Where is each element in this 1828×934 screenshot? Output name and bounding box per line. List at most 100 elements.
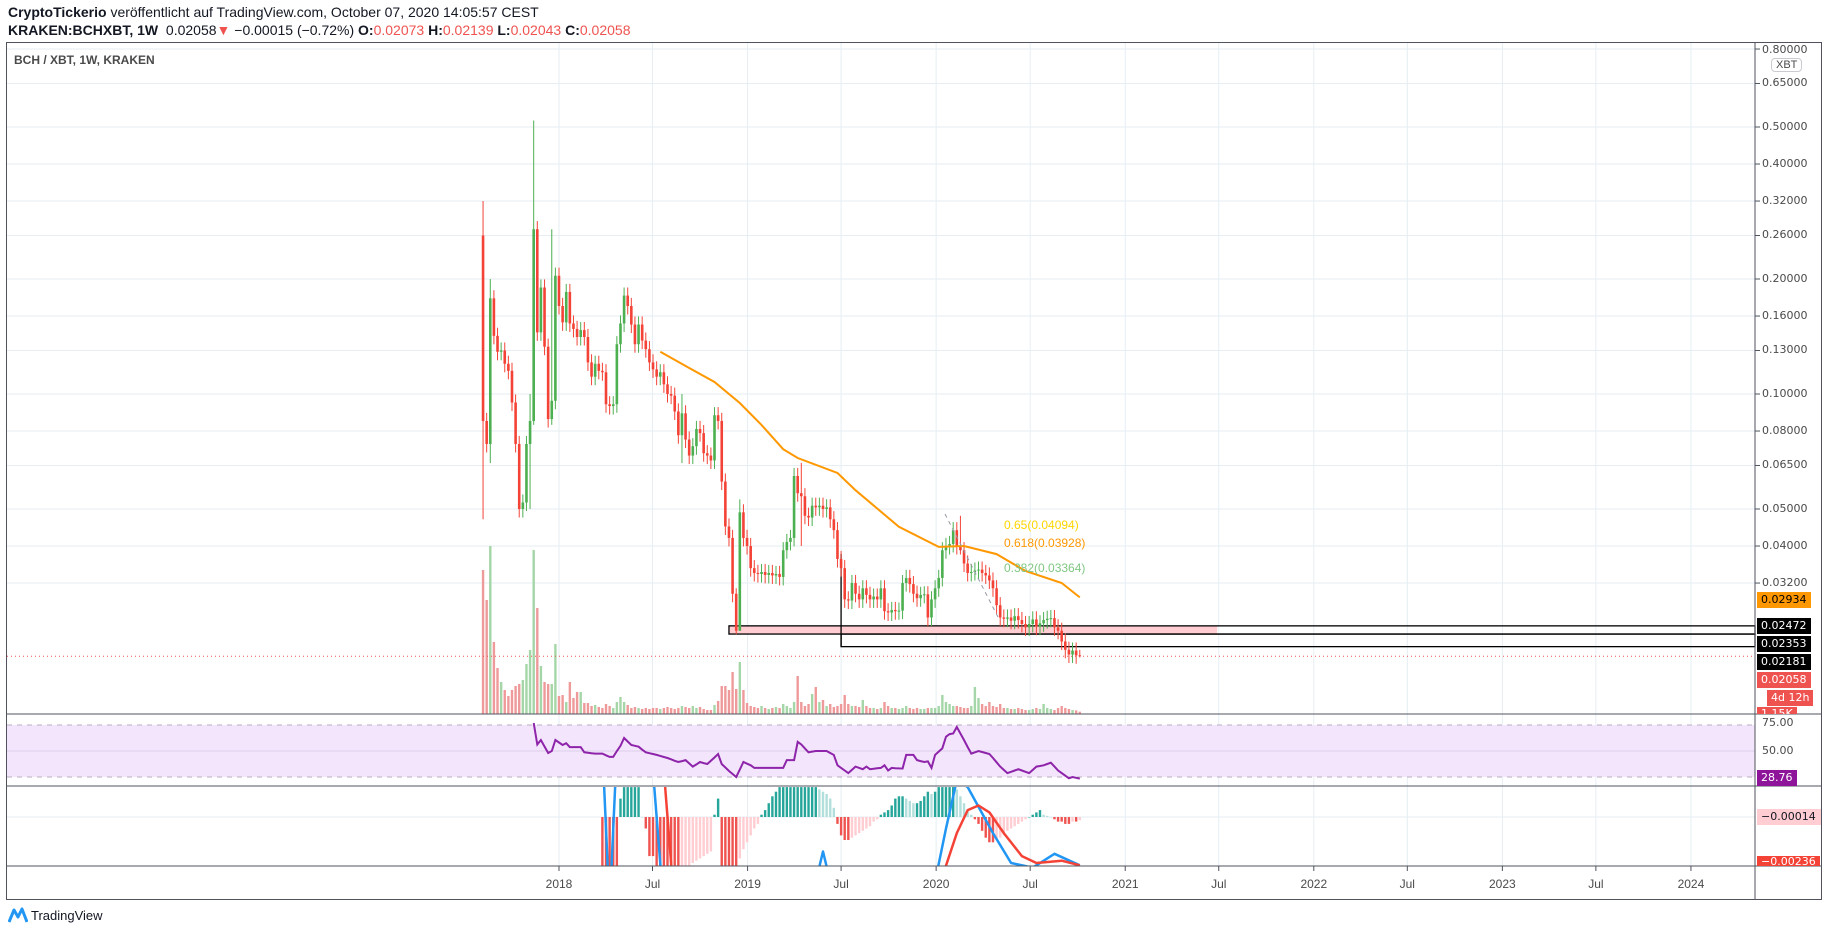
price-tick-label: 0.65000 <box>1762 76 1808 90</box>
candle-body <box>800 493 803 497</box>
volume-bar <box>481 570 485 714</box>
macd-histogram-bar <box>756 817 760 824</box>
volume-bar <box>626 705 629 714</box>
macd-histogram-bar <box>800 787 803 817</box>
macd-histogram-bar <box>908 800 911 817</box>
candle-body <box>525 443 528 503</box>
volume-bar <box>644 708 647 714</box>
volume-bar <box>1038 709 1042 714</box>
candle-body <box>890 610 894 613</box>
macd-histogram-bar <box>980 817 984 831</box>
volume-bar <box>912 709 915 714</box>
macd-histogram-bar <box>948 787 951 817</box>
volume-bar <box>977 698 980 714</box>
volume-bar <box>1020 709 1024 714</box>
volume-bar <box>745 703 749 714</box>
macd-histogram-bar <box>659 817 662 866</box>
candle-body <box>1056 627 1060 631</box>
volume-bar <box>713 705 716 714</box>
macd-histogram-bar <box>782 787 785 817</box>
volume-bar <box>839 704 843 714</box>
candle-body <box>825 507 828 509</box>
volume-bar <box>926 708 930 714</box>
candle-body <box>774 573 778 576</box>
volume-bar <box>503 690 506 714</box>
candle-body <box>922 594 926 596</box>
macd-histogram-bar <box>720 817 723 866</box>
volume-bar <box>753 707 756 714</box>
volume-bar <box>1053 710 1056 714</box>
volume-bar <box>659 709 662 714</box>
candle-body <box>749 546 752 569</box>
high-value: 0.02139 <box>442 22 494 38</box>
candle-body <box>796 476 799 494</box>
volume-bar <box>489 546 492 714</box>
high-label: H: <box>428 22 443 38</box>
volume-bar <box>492 642 496 714</box>
macd-histogram-bar <box>930 794 933 817</box>
volume-bar <box>691 706 695 714</box>
candle-body <box>988 575 991 581</box>
macd-histogram-bar <box>763 810 767 817</box>
fib-trend-line[interactable] <box>944 513 999 618</box>
macd-histogram-bar <box>1013 817 1016 827</box>
time-tick-label: 2020 <box>922 877 950 891</box>
candle-body <box>575 328 579 338</box>
volume-bar <box>821 700 825 714</box>
candle-body <box>763 572 767 575</box>
candle-body <box>951 530 955 544</box>
candle-body <box>894 610 897 612</box>
volume-bar <box>756 708 760 714</box>
candle-body <box>966 563 969 573</box>
time-tick-label: Jul <box>1022 877 1038 891</box>
macd-histogram-bar <box>857 817 861 834</box>
volume-bar <box>525 664 528 714</box>
author-name[interactable]: CryptoTickerio <box>8 4 107 20</box>
chart-frame <box>6 42 1822 900</box>
chart-legend[interactable]: BCH / XBT, 1W, KRAKEN <box>14 53 155 67</box>
volume-bar <box>988 702 991 714</box>
macd-value-badge: −0.00236 <box>1757 856 1820 866</box>
macd-histogram-bar <box>792 787 796 817</box>
candle-body <box>969 572 973 574</box>
macd-histogram-bar <box>713 814 716 817</box>
volume-bar <box>1060 706 1063 714</box>
macd-histogram-bar <box>1074 817 1078 822</box>
volume-bar <box>868 708 872 714</box>
macd-histogram-bar <box>904 798 908 817</box>
candle-body <box>785 541 789 551</box>
volume-bar <box>655 708 658 714</box>
tradingview-footer[interactable]: TradingView <box>8 906 103 924</box>
candle-body <box>1053 618 1056 628</box>
publish-info: CryptoTickerio veröffentlicht auf Tradin… <box>8 4 539 20</box>
macd-histogram-bar <box>1017 817 1020 824</box>
currency-badge[interactable]: XBT <box>1771 58 1803 72</box>
volume-bar <box>1074 710 1078 714</box>
candle-body <box>937 577 941 589</box>
macd-histogram-bar <box>615 817 619 866</box>
price-tick-label: 0.16000 <box>1762 309 1808 323</box>
candle-body <box>767 572 771 575</box>
symbol-label: KRAKEN:BCHXBT, 1W <box>8 22 159 38</box>
volume-bar <box>836 706 839 714</box>
candle-body <box>1002 617 1006 619</box>
time-tick-label: Jul <box>1211 877 1227 891</box>
volume-bar <box>749 706 752 714</box>
macd-histogram-bar <box>1056 817 1060 822</box>
candle-body <box>897 610 901 612</box>
candle-body <box>847 599 850 601</box>
candle-body <box>883 588 886 612</box>
candle-body <box>789 537 792 542</box>
candle-body <box>948 543 951 547</box>
macd-histogram-bar <box>977 817 980 824</box>
macd-histogram-bar <box>897 796 901 817</box>
volume-bar <box>959 707 962 714</box>
volume-bar <box>496 668 499 714</box>
macd-histogram-bar <box>648 817 651 857</box>
volume-bar <box>861 700 864 714</box>
macd-histogram-bar <box>876 817 879 820</box>
macd-histogram-bar <box>771 796 774 817</box>
macd-histogram-bar <box>745 817 749 843</box>
candle-body <box>839 558 843 569</box>
